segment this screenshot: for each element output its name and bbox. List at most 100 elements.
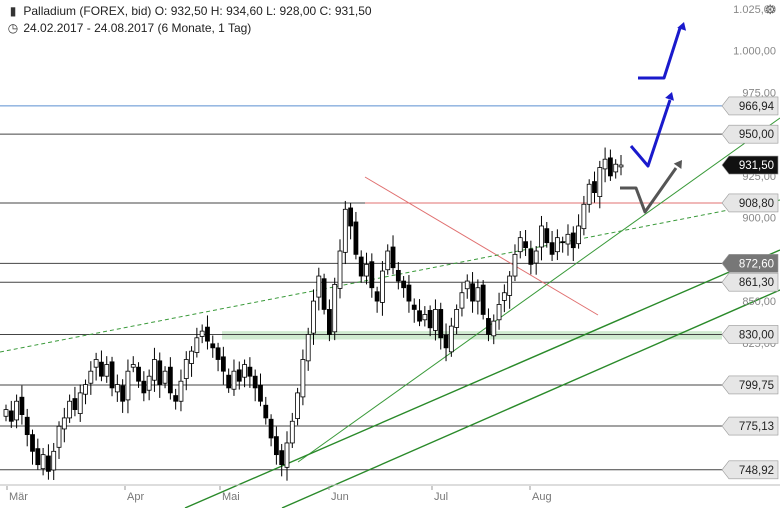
candle-down xyxy=(406,284,412,302)
candle-down xyxy=(607,157,613,177)
candle-down xyxy=(438,309,444,339)
price-label-box xyxy=(721,460,779,480)
candle-up xyxy=(602,158,608,170)
x-tick-label: Apr xyxy=(127,491,144,503)
x-tick-label: Jun xyxy=(331,491,349,503)
x-tick-label: Mär xyxy=(9,491,28,503)
candle-up xyxy=(496,304,502,321)
blue-arrow-lower xyxy=(629,99,672,168)
candle-up xyxy=(130,364,136,368)
price-label-text: 908,80 xyxy=(739,198,774,210)
candle-down xyxy=(273,436,279,456)
candle-up xyxy=(507,275,513,296)
candle-down xyxy=(395,269,401,282)
candle-up xyxy=(539,225,544,248)
candle-up xyxy=(613,163,619,173)
instrument-ohlc-text: Palladium (FOREX, bid) O: 932,50 H: 934,… xyxy=(23,4,372,18)
candle-down xyxy=(226,374,232,389)
price-label-box xyxy=(721,96,779,116)
candle-up xyxy=(342,208,348,253)
blue-arrow-upper-head xyxy=(677,22,687,31)
candle-up xyxy=(385,250,391,271)
price-label-box xyxy=(721,375,779,395)
candle-up xyxy=(93,359,99,368)
candle-up xyxy=(475,287,481,302)
candle-up xyxy=(104,364,110,377)
candle-down xyxy=(99,361,104,377)
candle-down xyxy=(220,356,226,372)
price-label-box xyxy=(721,272,779,292)
gear-icon[interactable]: ⚙ xyxy=(764,2,776,17)
candle-down xyxy=(321,278,327,310)
candle-up xyxy=(581,203,587,230)
candle-up xyxy=(597,167,603,198)
candle-up xyxy=(459,292,465,309)
candle-up xyxy=(512,253,518,277)
candle-down xyxy=(210,343,216,349)
candle-down xyxy=(549,242,555,255)
candle-up xyxy=(56,425,62,448)
candle-down xyxy=(30,434,35,452)
candle-up xyxy=(554,237,560,253)
candle-up xyxy=(183,359,189,379)
candle-up xyxy=(380,270,385,303)
steep-trend-line xyxy=(297,117,780,463)
price-label-text: 861,30 xyxy=(739,277,774,289)
candle-up xyxy=(448,325,454,353)
candle-up xyxy=(533,250,539,264)
candle-down xyxy=(390,246,396,269)
candle-up xyxy=(422,314,428,321)
candle-up xyxy=(433,309,438,331)
candle-down xyxy=(173,395,179,402)
candle-down xyxy=(236,369,242,382)
candle-down xyxy=(401,280,407,289)
candle-down xyxy=(263,404,269,419)
support-zone xyxy=(222,331,722,340)
candle-down xyxy=(443,334,449,349)
x-tick-label: Mai xyxy=(222,491,240,503)
candle-up xyxy=(67,400,73,419)
candle-up xyxy=(295,392,300,419)
period-text: 24.02.2017 - 24.08.2017 (6 Monate, 1 Tag… xyxy=(23,21,252,35)
candle-down xyxy=(8,410,14,422)
candle-up xyxy=(454,309,460,328)
candle-up xyxy=(364,263,369,277)
candle-up xyxy=(565,233,571,245)
candle-down xyxy=(348,207,354,227)
candle-down xyxy=(252,375,258,389)
y-tick-label: 1.000,00 xyxy=(733,46,776,58)
candle-down xyxy=(523,241,528,249)
candle-down xyxy=(268,418,274,439)
candle-up xyxy=(300,359,306,398)
candle-up xyxy=(464,280,470,290)
candle-up xyxy=(199,330,205,337)
x-tick-label: Jul xyxy=(434,491,448,503)
candle-down xyxy=(427,310,433,329)
price-label-box xyxy=(721,193,779,213)
candle-down xyxy=(528,248,534,265)
candle-up xyxy=(114,384,120,393)
candle-down xyxy=(215,347,221,360)
candle-down xyxy=(35,448,41,466)
price-label-box xyxy=(721,254,779,273)
candle-up xyxy=(3,409,9,417)
candle-up xyxy=(231,370,237,390)
dashed-trend-line xyxy=(0,199,780,353)
candle-down xyxy=(560,241,566,244)
candle-up xyxy=(242,364,247,378)
price-label-text: 950,00 xyxy=(739,129,774,141)
candle-down xyxy=(167,366,173,394)
candle-down xyxy=(136,366,141,382)
candle-up xyxy=(316,275,322,298)
candle-down xyxy=(24,416,30,436)
price-label-box xyxy=(721,155,779,175)
price-label-text: 799,75 xyxy=(739,380,774,392)
candle-down xyxy=(205,326,210,342)
gray-arrow-head xyxy=(673,160,682,169)
candle-down xyxy=(247,366,253,377)
blue-arrow-lower-head xyxy=(665,92,674,101)
candle-down xyxy=(417,310,422,322)
candle-up xyxy=(77,392,83,414)
candle-down xyxy=(369,261,375,289)
